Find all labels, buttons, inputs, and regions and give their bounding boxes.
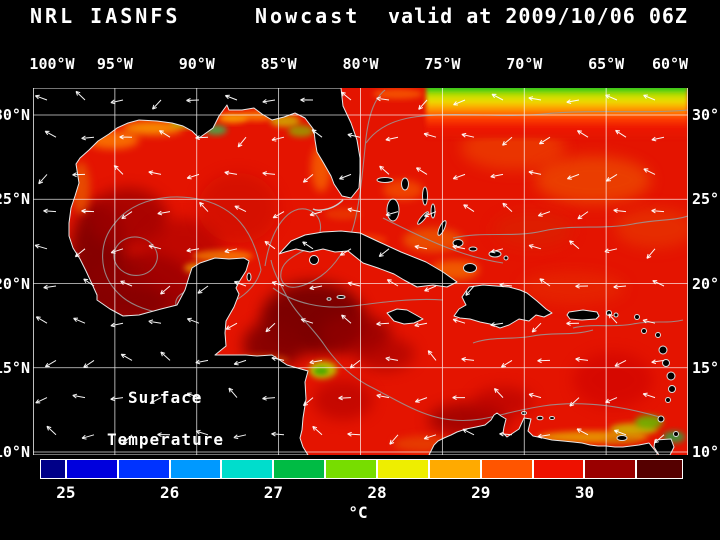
island-trinidad [653,438,675,455]
run-mode-label: Nowcast [255,4,361,28]
lon-tick-label: 85°W [260,55,297,73]
lat-tick-label: 15°N [0,358,30,377]
colorbar-cell [169,459,222,479]
lat-tick-label: 25°N [692,190,720,209]
lat-tick-label: 30°N [692,106,720,124]
island-jamaica [386,308,424,325]
colorbar-cell [428,459,481,479]
wind-vectors [34,90,665,445]
map-overlay-label-line2: Temperature [107,430,224,449]
island-cuba [278,230,458,288]
lat-tick-label: 10°N [692,443,720,461]
colorbar-cell [325,459,377,479]
colorbar-tick-label: 27 [263,483,283,502]
island-isle-of-youth [309,255,319,265]
colorbar-cell [480,459,533,479]
colorbar [40,459,683,479]
lat-tick-label: 15°N [692,358,720,377]
island-chain-florida-keys [312,199,344,211]
graticule-grid [33,88,688,455]
latitude-axis-left: 30°N 25°N 20°N 15°N 10°N [0,0,31,540]
colorbar-unit-label: °C [348,503,368,522]
colorbar-cell [273,459,326,479]
lon-tick-label: 65°W [588,55,625,73]
colorbar-tick-label: 26 [159,483,180,502]
colorbar-tick-label: 28 [367,483,387,502]
colorbar-cell [636,459,683,479]
island-puerto-rico [566,309,600,321]
colorbar-cell [584,459,637,479]
colorbar-cell [221,459,274,479]
lon-tick-label: 70°W [506,55,543,73]
colorbar-tick-label: 25 [56,483,76,502]
land-south-america [428,412,658,455]
lon-tick-label: 80°W [342,55,379,73]
lat-tick-label: 30°N [0,106,30,124]
colorbar-tick-label: 29 [471,483,491,502]
colorbar-cell [376,459,429,479]
lat-tick-label: 20°N [692,274,720,293]
valid-time-label: valid at 2009/10/06 06Z [388,4,688,28]
map-canvas [33,88,688,455]
lon-tick-label: 60°W [651,55,689,73]
lon-tick-label: 95°W [96,55,133,73]
colorbar-ticks: 25 26 27 28 29 30 [40,483,683,502]
lat-tick-label: 20°N [0,274,30,293]
colorbar-tick-label: 30 [574,483,595,502]
lon-tick-label: 75°W [424,55,461,73]
colorbar-cell [532,459,585,479]
latitude-axis-right: 30°N 25°N 20°N 15°N 10°N [691,0,720,540]
colorbar-cell [40,459,66,479]
lat-tick-label: 25°N [0,190,30,209]
islands-caymans-cozumel [246,272,346,301]
ssh-contour-lines [102,89,688,453]
lon-tick-label: 90°W [178,55,215,73]
product-title: NRL IASNFS [30,4,181,28]
longitude-axis: 100°W 95°W 90°W 85°W 80°W 75°W 70°W 65°W 60°W [0,55,720,73]
colorbar-cell [65,459,118,479]
map-overlay-label-line1: Surface [128,388,203,407]
colorbar-cell [117,459,170,479]
lon-tick-label: 100°W [29,55,75,73]
lat-tick-label: 10°N [0,443,30,461]
